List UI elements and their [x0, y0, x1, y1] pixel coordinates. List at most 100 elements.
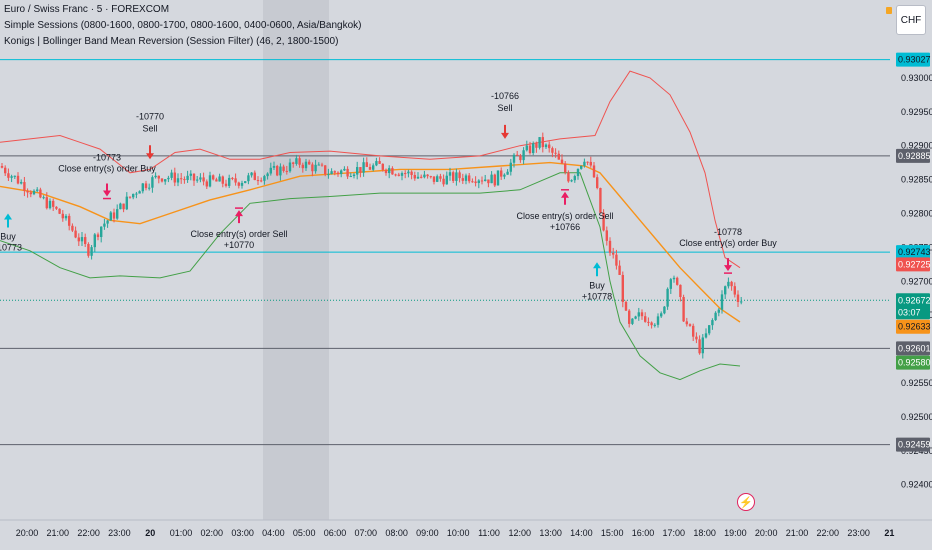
candle [148, 187, 151, 189]
trade-label: -10778 [714, 227, 742, 237]
candle [244, 181, 247, 183]
candle [484, 179, 487, 181]
candle [263, 176, 266, 181]
candle [644, 316, 647, 322]
price-label[interactable] [896, 293, 930, 320]
lightning-icon[interactable]: ⚡ [737, 493, 755, 511]
candle [468, 175, 471, 182]
candle [480, 180, 484, 182]
candle [29, 192, 32, 195]
price-label[interactable] [896, 245, 930, 260]
sell-arrow-icon[interactable] [146, 145, 154, 160]
trade-label: -10770 [136, 111, 164, 121]
sell-arrow-icon[interactable] [501, 124, 509, 139]
alert-indicator-icon[interactable] [886, 7, 892, 14]
candle [301, 164, 304, 169]
buy-arrow-icon[interactable] [4, 213, 12, 228]
symbol-legend[interactable]: Euro / Swiss Franc · 5 · FOREXCOM [4, 4, 170, 15]
x-tick-label: 23:00 [108, 528, 131, 538]
trade-label: Close entry(s) order Buy [58, 164, 156, 174]
candle [247, 175, 250, 182]
currency-button[interactable]: CHF [896, 5, 926, 35]
price-label[interactable] [896, 319, 930, 334]
close-arrow-icon[interactable] [235, 210, 243, 224]
candle [708, 325, 711, 334]
x-tick-label: 12:00 [509, 528, 532, 538]
price-label[interactable] [896, 341, 930, 356]
candle [68, 215, 71, 226]
candle [100, 226, 103, 238]
candle [48, 200, 52, 209]
candle [458, 172, 461, 179]
indicator-legend-sessions[interactable]: Simple Sessions (0800-1600, 0800-1700, 0… [4, 20, 362, 31]
candle [688, 324, 692, 326]
candle [202, 177, 205, 182]
candle [596, 177, 599, 189]
candle [471, 181, 474, 183]
candle [0, 166, 4, 168]
candle [23, 182, 26, 191]
x-tick-label: 01:00 [170, 528, 193, 538]
price-label-text: 0.92580 [898, 358, 931, 368]
x-tick-label: 20 [145, 528, 155, 538]
candle [80, 237, 84, 242]
candle [455, 172, 458, 181]
candle [487, 179, 490, 184]
candle [208, 175, 212, 187]
candle [349, 176, 352, 178]
price-label[interactable] [896, 355, 930, 370]
trade-label: -10773 [93, 153, 121, 163]
candle [583, 161, 586, 166]
price-label[interactable] [896, 52, 930, 67]
y-tick-label: 0.93000 [901, 73, 932, 83]
candle [404, 173, 407, 175]
candle [727, 281, 730, 287]
y-tick-label: 0.92850 [901, 175, 932, 185]
candle [560, 159, 564, 164]
candle [391, 168, 394, 175]
candle [119, 203, 122, 210]
candle [96, 234, 100, 238]
candle [157, 175, 160, 179]
candle [74, 230, 77, 238]
x-tick-label: 07:00 [355, 528, 378, 538]
y-tick-label: 0.92950 [901, 107, 932, 117]
x-tick-label: 17:00 [663, 528, 686, 538]
candle [535, 143, 538, 148]
price-label[interactable] [896, 437, 930, 452]
trade-label: Sell [142, 123, 157, 133]
candle [199, 177, 202, 180]
price-label-text: 0.92725 [898, 259, 931, 269]
band-lower-band [0, 172, 741, 381]
indicator-legend-bollinger[interactable]: Konigs | Bollinger Band Mean Reversion (… [4, 36, 339, 47]
price-label[interactable] [896, 257, 930, 272]
trade-label: Buy [0, 231, 16, 241]
candle [554, 152, 557, 154]
y-tick-label: 0.92700 [901, 276, 932, 286]
candle [608, 240, 612, 253]
trade-label: Close entry(s) order Buy [679, 238, 777, 248]
candle [528, 145, 532, 154]
candle [154, 175, 157, 178]
band-upper-band [0, 70, 741, 269]
y-tick-label: 0.92400 [901, 480, 932, 490]
candle [506, 171, 509, 175]
close-arrow-icon[interactable] [724, 258, 732, 272]
close-arrow-icon[interactable] [103, 183, 111, 197]
candle [231, 177, 234, 179]
candle [340, 170, 343, 175]
x-tick-label: 21:00 [786, 528, 809, 538]
candle [452, 172, 455, 181]
candle [324, 165, 327, 175]
candle [352, 174, 356, 177]
close-arrow-icon[interactable] [561, 191, 569, 205]
price-label[interactable] [896, 148, 930, 163]
candle [320, 164, 324, 166]
candle [413, 175, 416, 179]
candle [10, 176, 13, 178]
buy-arrow-icon[interactable] [593, 262, 601, 277]
candle [532, 143, 535, 154]
candle [525, 145, 528, 151]
